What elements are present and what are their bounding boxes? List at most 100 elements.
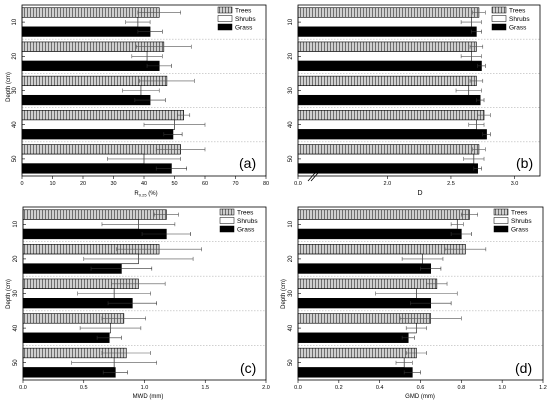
bar-trees-20	[297, 41, 477, 52]
legend-label-grass: Grass	[511, 227, 529, 234]
panel-a-xlabel: R0.25 (%)	[134, 191, 157, 198]
panel-c-xlabel: MWD (mm)	[133, 394, 164, 400]
panel-c-ylabel: Depth (cm)	[6, 279, 12, 309]
bar-grass-40	[22, 332, 110, 343]
depth-tick-label: 10	[288, 18, 294, 25]
depth-tick-label: 20	[288, 52, 294, 59]
legend-label-shrubs: Shrubs	[511, 218, 532, 225]
depth-tick-label: 30	[288, 290, 294, 297]
legend-label-trees: Trees	[509, 8, 526, 15]
bar-shrubs-40	[297, 119, 477, 130]
x-tick-label: 2.0	[262, 385, 270, 391]
bar-trees-10	[297, 7, 480, 18]
x-tick-label: 2.5	[447, 181, 455, 187]
legend-swatch-trees	[217, 6, 233, 14]
depth-tick-label: 40	[288, 324, 294, 331]
bar-shrubs-40	[297, 322, 417, 334]
legend-label-shrubs: Shrubs	[237, 218, 258, 225]
legend-swatch-shrubs	[219, 217, 235, 224]
legend-swatch-shrubs	[217, 15, 233, 22]
x-tick-label: 1.5	[201, 385, 209, 391]
depth-tick-label: 20	[12, 52, 18, 59]
depth-tick-label: 50	[288, 359, 294, 366]
x-tick-label: 0.8	[458, 385, 466, 391]
x-tick-label: 1.0	[498, 385, 506, 391]
panel-b-axis-break-2	[310, 172, 319, 182]
panel-b: (b) D	[307, 155, 533, 197]
x-tick-label: 30	[110, 181, 116, 187]
depth-tick-label: 10	[13, 220, 19, 227]
bar-grass-30	[21, 94, 151, 106]
bar-shrubs-10	[297, 17, 472, 28]
panel-a: Depth (cm) (a) R0.25 (%)	[6, 72, 256, 197]
panel-b-letter: (b)	[516, 155, 533, 171]
bar-trees-50	[297, 347, 417, 359]
legend-swatch-grass	[491, 23, 507, 31]
bar-grass-30	[297, 94, 481, 106]
panel-c: Depth (cm) (c) MWD (mm)	[6, 279, 256, 400]
x-tick-label: 0.0	[294, 181, 302, 187]
x-tick-label: 70	[232, 181, 238, 187]
bar-shrubs-50	[297, 357, 405, 368]
bar-grass-40	[21, 129, 174, 140]
legend-label-trees: Trees	[511, 210, 528, 217]
legend-label-grass: Grass	[237, 227, 255, 234]
legend-swatch-grass	[493, 225, 509, 233]
legend-swatch-trees	[219, 208, 235, 216]
x-tick-label: 0.4	[376, 385, 384, 391]
depth-tick-label: 40	[12, 121, 18, 128]
bar-trees-10	[22, 209, 167, 220]
x-tick-label: 3.0	[511, 181, 519, 187]
bar-shrubs-50	[297, 153, 475, 164]
bar-grass-50	[297, 367, 413, 378]
bar-shrubs-20	[21, 51, 148, 62]
chart-d: 10 20 30 40 50 0.0 0.2 0.4 0.6 0.8 1.0 1.2 TreesShru…	[288, 206, 547, 391]
legend-label-trees: Trees	[235, 8, 252, 15]
legend-label-grass: Grass	[235, 25, 253, 32]
legend-label-trees: Trees	[237, 210, 254, 217]
panel-c-letter: (c)	[240, 360, 256, 376]
depth-tick-label: 40	[13, 324, 19, 331]
bar-shrubs-20	[297, 51, 472, 62]
bar-shrubs-30	[297, 85, 470, 96]
depth-tick-label: 30	[288, 87, 294, 94]
depth-tick-label: 50	[12, 155, 18, 162]
bar-trees-30	[297, 75, 477, 87]
legend-swatch-trees	[491, 6, 507, 14]
depth-tick-label: 20	[288, 255, 294, 262]
legend-label-grass: Grass	[509, 25, 527, 32]
panel-d-xlabel: GMD (mm)	[405, 394, 435, 400]
bar-shrubs-10	[297, 219, 458, 230]
bar-grass-20	[21, 60, 160, 71]
bar-shrubs-10	[21, 17, 139, 28]
legend-label-shrubs: Shrubs	[235, 16, 256, 23]
panel-d-ylabel: Depth (cm)	[281, 279, 287, 309]
x-tick-label: 80	[263, 181, 269, 187]
x-tick-label: 0.5	[80, 385, 88, 391]
x-tick-label: 1.0	[141, 385, 149, 391]
depth-tick-label: 30	[12, 87, 18, 94]
bar-trees-50	[297, 144, 480, 155]
legend-swatch-shrubs	[491, 15, 507, 22]
panel-a-ylabel: Depth (cm)	[6, 72, 12, 102]
bar-trees-40	[21, 110, 184, 121]
bar-grass-50	[21, 163, 172, 174]
panel-b-axis-break-1	[307, 172, 316, 182]
bar-trees-20	[297, 244, 466, 255]
depth-tick-label: 40	[288, 121, 294, 128]
panel-a-letter: (a)	[239, 155, 256, 171]
bar-grass-50	[22, 367, 116, 378]
x-tick-label: 20	[80, 181, 86, 187]
depth-tick-label: 10	[12, 18, 18, 25]
bar-grass-10	[21, 26, 151, 37]
panel-d: Depth (cm) (d) GMD (mm)	[281, 279, 532, 400]
bar-grass-10	[297, 26, 477, 37]
panel-d-letter: (d)	[515, 360, 532, 376]
x-tick-label: 40	[141, 181, 147, 187]
